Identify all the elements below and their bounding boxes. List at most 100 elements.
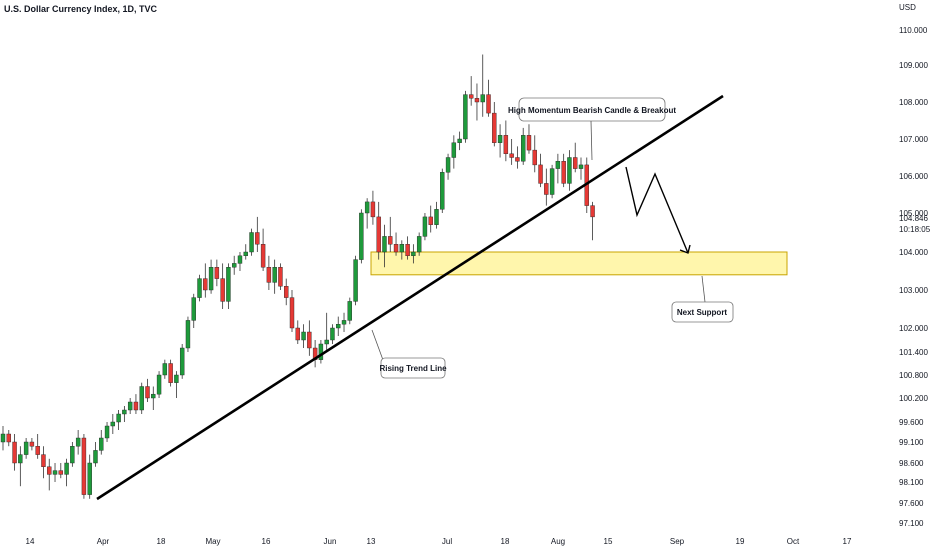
candle-body [526, 135, 532, 151]
candle-body [272, 267, 277, 283]
x-tick-label: Apr [97, 537, 110, 546]
candle-body [549, 168, 555, 195]
candle-body [70, 446, 75, 464]
time-axis: 14 Apr 18 May 16 Jun 13 Jul 18 Aug 15 Sep 19 Oct 17 [26, 537, 852, 546]
y-tick-label: 105.000 [899, 209, 928, 218]
candle-body [64, 462, 69, 475]
candle-body [422, 216, 428, 237]
candle-body [208, 267, 214, 291]
candle-body [122, 409, 127, 415]
candle-body [203, 278, 208, 291]
candle-body [590, 205, 595, 218]
x-tick-label: 16 [262, 537, 271, 546]
y-tick-label: 104.000 [899, 248, 928, 257]
candle-body [231, 263, 237, 268]
y-tick-label: 97.100 [899, 519, 924, 528]
chart-title: U.S. Dollar Currency Index, 1D, TVC [4, 4, 158, 14]
candle-body [52, 470, 58, 475]
candle-body [515, 157, 520, 162]
candle-body [0, 433, 6, 443]
support-label: Next Support [677, 308, 728, 317]
breakout-label: High Momentum Bearish Candle & Breakout [508, 106, 676, 115]
y-tick-label: 102.000 [899, 324, 928, 333]
candle-body [139, 386, 144, 411]
candle-body [226, 267, 231, 302]
support-zone [370, 251, 788, 276]
candle-body [370, 201, 376, 218]
candle-body [457, 138, 462, 143]
candle-body [578, 164, 584, 169]
countdown-label: 10:18:05 [899, 225, 931, 234]
candle-body [179, 347, 185, 376]
candle-body [492, 112, 497, 143]
candle-body [87, 462, 92, 495]
x-tick-label: Jul [442, 537, 452, 546]
candle-body [284, 286, 289, 298]
y-tick-label: 106.000 [899, 172, 928, 181]
y-tick-label: 108.000 [899, 98, 928, 107]
candle-body [307, 331, 312, 349]
candle-body [99, 437, 104, 451]
currency-label: USD [899, 3, 916, 12]
candle-body [6, 433, 11, 443]
x-tick-label: 19 [736, 537, 745, 546]
x-tick-label: May [205, 537, 220, 546]
candle-body [104, 425, 110, 439]
candle-body [243, 251, 248, 256]
candle-body [532, 149, 537, 166]
y-tick-label: 100.800 [899, 371, 928, 380]
rising-trend-line [96, 94, 724, 501]
candle-body [567, 157, 572, 184]
candle-body [116, 413, 121, 423]
candle-body [445, 157, 451, 173]
candle-body [440, 172, 445, 210]
support-callout-pointer [701, 275, 706, 303]
candle-body [301, 331, 306, 341]
candle-body [382, 236, 387, 253]
y-tick-label: 98.100 [899, 478, 924, 487]
x-tick-label: 13 [367, 537, 376, 546]
y-tick-label: 109.000 [899, 61, 928, 70]
candle-body [411, 251, 416, 256]
candle-body [359, 212, 364, 260]
candle-body [463, 94, 468, 140]
candle-body [174, 374, 179, 383]
candle-body [58, 470, 63, 475]
trend-callout-box [380, 357, 446, 379]
y-tick-label: 98.600 [899, 459, 924, 468]
breakout-callout-box [518, 97, 666, 122]
candle-body [399, 243, 405, 253]
y-tick-label: 103.000 [899, 286, 928, 295]
candle-body [486, 94, 491, 114]
x-tick-label: Aug [551, 537, 565, 546]
candle-body [324, 339, 329, 345]
candle-body [451, 142, 457, 158]
y-tick-label: 110.000 [899, 26, 928, 35]
candle-body [237, 255, 243, 264]
y-tick-label: 99.100 [899, 438, 924, 447]
candle-body [364, 201, 370, 214]
breakout-callout-pointer [590, 120, 593, 161]
candle-body [41, 454, 46, 468]
x-tick-label: Jun [324, 537, 337, 546]
candles-layer [0, 54, 595, 499]
y-tick-label: 97.600 [899, 499, 924, 508]
candle-body [497, 135, 503, 143]
candle-body [127, 401, 133, 411]
candle-body [260, 243, 266, 268]
projection-arrowhead [679, 244, 691, 254]
candle-body [133, 401, 139, 411]
candle-body [93, 450, 98, 464]
y-tick-label: 107.000 [899, 135, 928, 144]
support-zone-layer [370, 251, 788, 276]
candle-body [81, 437, 87, 495]
candle-body [480, 94, 485, 103]
candle-body [428, 216, 433, 225]
candle-body [249, 232, 254, 253]
candle-body [220, 278, 225, 302]
candle-body [255, 232, 260, 245]
candle-body [561, 160, 566, 184]
candle-body [347, 301, 352, 321]
candle-body [75, 437, 81, 447]
